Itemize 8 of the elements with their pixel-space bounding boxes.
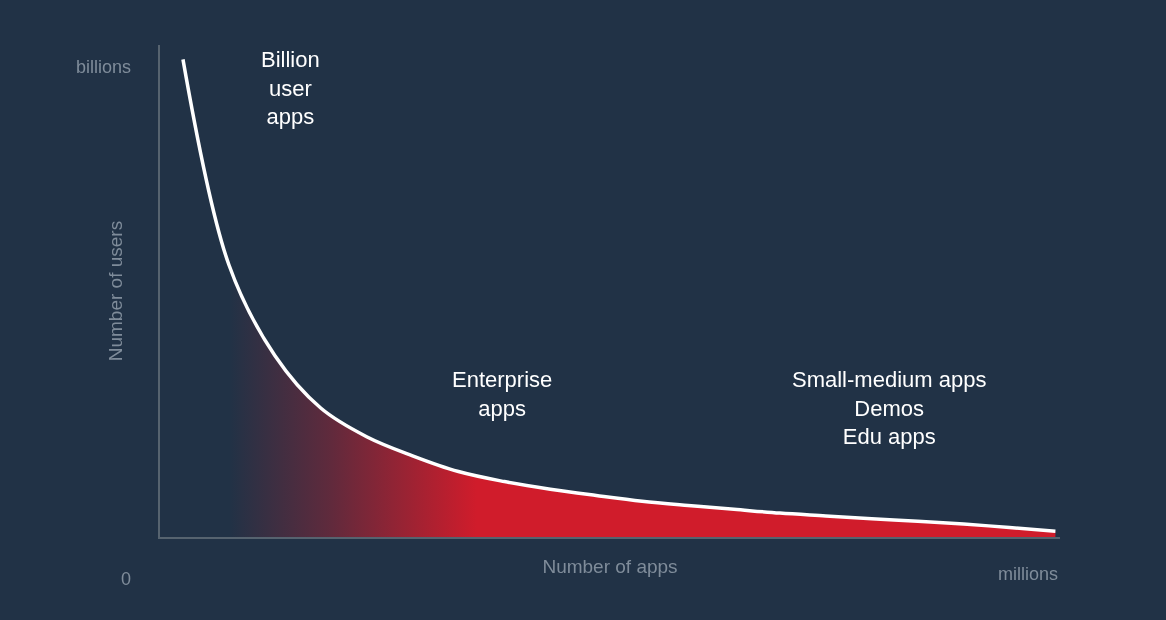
y-axis-title: Number of users <box>105 220 127 362</box>
text: millions <box>998 564 1059 584</box>
annotation: Small-medium apps Demos Edu apps <box>792 367 987 450</box>
annotation: Billion user apps <box>261 47 320 130</box>
annotation: Enterprise apps <box>452 367 553 421</box>
x-axis-title: Number of apps <box>542 556 678 578</box>
text: billions <box>76 57 132 77</box>
text: 0 <box>121 569 132 589</box>
